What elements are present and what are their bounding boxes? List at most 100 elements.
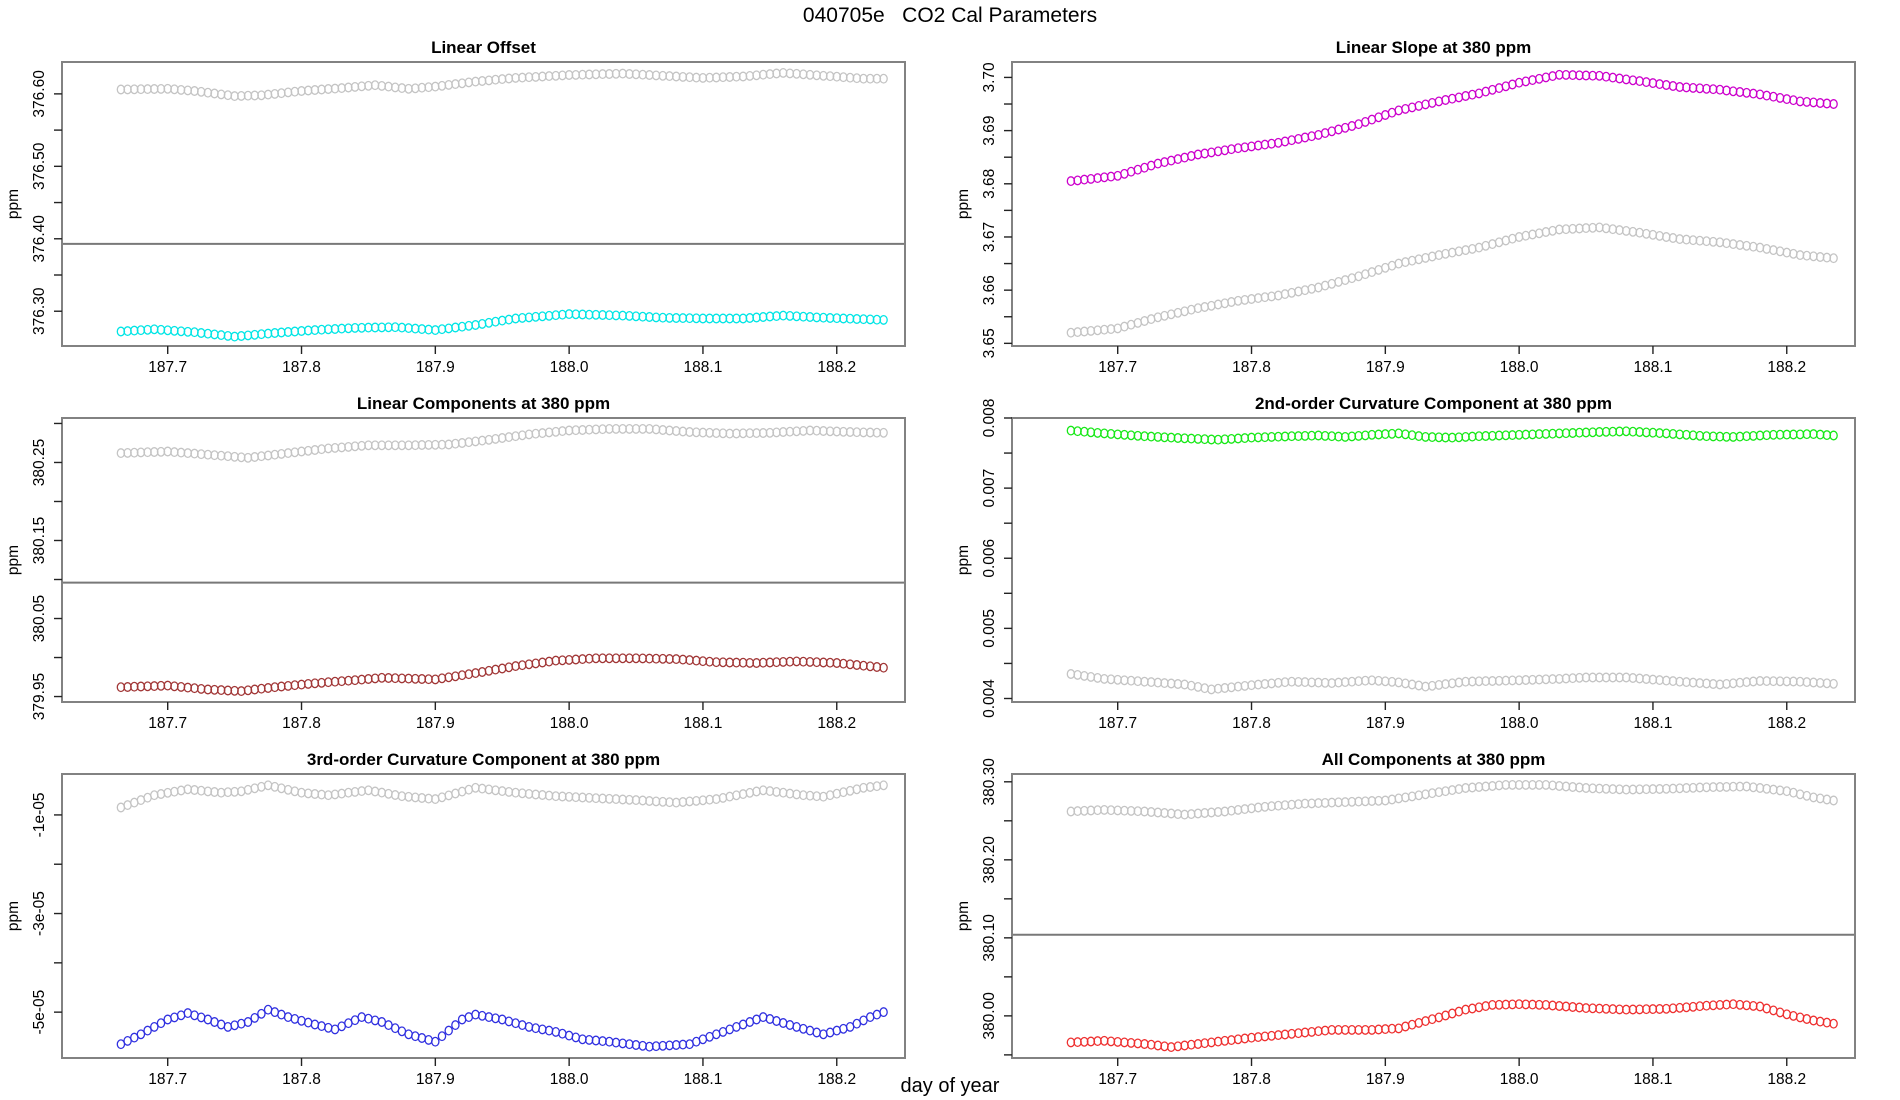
svg-text:-3e-05: -3e-05 xyxy=(31,891,48,936)
svg-text:187.7: 187.7 xyxy=(1098,359,1137,376)
svg-text:0.008: 0.008 xyxy=(981,399,998,438)
svg-text:0.006: 0.006 xyxy=(981,539,998,578)
svg-text:3.66: 3.66 xyxy=(981,275,998,305)
svg-text:187.8: 187.8 xyxy=(1232,715,1271,732)
x-axis: 187.7 187.8 187.9 188.0 188.1 188.2 xyxy=(1098,702,1806,732)
svg-text:380.10: 380.10 xyxy=(981,914,998,962)
main-title: 040705e CO2 Cal Parameters xyxy=(802,4,1098,27)
plot-border xyxy=(1011,61,1856,347)
svg-text:188.2: 188.2 xyxy=(1767,1071,1806,1088)
svg-text:3.67: 3.67 xyxy=(981,222,998,252)
svg-text:188.0: 188.0 xyxy=(550,715,589,732)
svg-text:187.9: 187.9 xyxy=(416,715,455,732)
panel-title: 3rd-order Curvature Component at 380 ppm xyxy=(307,750,660,769)
panel-grid: Linear Offset 187.7 187.8 187.9 188.0 188.1 18… xyxy=(0,32,1900,1100)
svg-text:188.0: 188.0 xyxy=(550,1071,589,1088)
svg-text:380.25: 380.25 xyxy=(31,439,48,486)
svg-text:187.9: 187.9 xyxy=(1366,715,1405,732)
plot-border xyxy=(61,773,906,1059)
x-axis: 187.7 187.8 187.9 188.0 188.1 188.2 xyxy=(1098,346,1806,376)
svg-text:380.05: 380.05 xyxy=(31,595,48,642)
svg-text:187.8: 187.8 xyxy=(282,359,321,376)
panel-title: 2nd-order Curvature Component at 380 ppm xyxy=(1255,394,1612,413)
x-axis: 187.7 187.8 187.9 188.0 188.1 188.2 xyxy=(1098,1058,1806,1088)
svg-text:376.50: 376.50 xyxy=(31,142,48,190)
y-axis-label: ppm xyxy=(5,901,22,931)
panel-title: Linear Slope at 380 ppm xyxy=(1336,38,1532,57)
svg-text:187.7: 187.7 xyxy=(148,359,187,376)
svg-text:187.8: 187.8 xyxy=(1232,1071,1271,1088)
svg-text:188.2: 188.2 xyxy=(817,715,856,732)
svg-text:187.9: 187.9 xyxy=(416,359,455,376)
svg-text:188.1: 188.1 xyxy=(684,1071,723,1088)
panel-all-components: All Components at 380 ppm 187.7 187.8 187.9… xyxy=(950,744,1900,1100)
svg-text:187.9: 187.9 xyxy=(1366,1071,1405,1088)
x-axis: 187.7 187.8 187.9 188.0 188.1 188.2 xyxy=(148,702,856,732)
series-gray xyxy=(116,423,888,463)
svg-text:188.0: 188.0 xyxy=(550,359,589,376)
svg-text:187.7: 187.7 xyxy=(148,1071,187,1088)
svg-text:3.69: 3.69 xyxy=(981,116,998,146)
series-gray xyxy=(116,780,888,813)
panel-second-order-curvature: 2nd-order Curvature Component at 380 ppm… xyxy=(950,388,1900,744)
x-axis-title: day of year xyxy=(900,1075,1000,1097)
svg-text:376.40: 376.40 xyxy=(31,215,48,263)
svg-text:379.95: 379.95 xyxy=(31,673,48,720)
svg-text:188.0: 188.0 xyxy=(1500,359,1539,376)
svg-text:188.0: 188.0 xyxy=(1500,1071,1539,1088)
svg-text:380.15: 380.15 xyxy=(31,517,48,564)
series-magenta xyxy=(1066,69,1838,187)
plot-border xyxy=(1011,773,1856,1059)
svg-text:3.70: 3.70 xyxy=(981,62,998,93)
svg-text:188.2: 188.2 xyxy=(1767,359,1806,376)
svg-text:188.1: 188.1 xyxy=(684,715,723,732)
x-axis: 187.7 187.8 187.9 188.0 188.1 188.2 xyxy=(148,1058,856,1088)
panel-title: All Components at 380 ppm xyxy=(1322,750,1546,769)
panel-linear-components: Linear Components at 380 ppm 187.7 187.8 18… xyxy=(0,388,950,744)
plot-border xyxy=(61,61,906,347)
panel-title: Linear Components at 380 ppm xyxy=(357,394,610,413)
x-axis: 187.7 187.8 187.9 188.0 188.1 188.2 xyxy=(148,346,856,376)
y-axis-label: ppm xyxy=(5,545,22,575)
svg-text:187.7: 187.7 xyxy=(1098,1071,1137,1088)
series-green xyxy=(1066,425,1838,445)
svg-text:0.007: 0.007 xyxy=(981,469,998,508)
svg-text:187.8: 187.8 xyxy=(282,715,321,732)
svg-text:3.68: 3.68 xyxy=(981,169,998,199)
panel-third-order-curvature: 3rd-order Curvature Component at 380 ppm… xyxy=(0,744,950,1100)
y-axis: -5e-05 -3e-05 -1e-05 xyxy=(31,793,62,1035)
svg-text:187.8: 187.8 xyxy=(282,1071,321,1088)
svg-text:188.1: 188.1 xyxy=(1634,715,1673,732)
svg-text:188.0: 188.0 xyxy=(1500,715,1539,732)
series-cyan xyxy=(116,309,888,342)
panel-linear-offset: Linear Offset 187.7 187.8 187.9 188.0 188.1 18… xyxy=(0,32,950,388)
series-red xyxy=(1066,999,1838,1053)
series-gray xyxy=(1066,669,1838,695)
svg-text:187.9: 187.9 xyxy=(416,1071,455,1088)
series-gray xyxy=(116,67,888,102)
y-axis-label: ppm xyxy=(5,189,22,219)
panel-linear-slope: Linear Slope at 380 ppm 187.7 187.8 187.9 18… xyxy=(950,32,1900,388)
svg-text:188.1: 188.1 xyxy=(1634,359,1673,376)
svg-text:187.7: 187.7 xyxy=(148,715,187,732)
svg-text:187.9: 187.9 xyxy=(1366,359,1405,376)
y-axis-label: ppm xyxy=(955,545,972,575)
plot-border xyxy=(61,417,906,703)
series-gray xyxy=(1066,222,1838,338)
svg-text:376.60: 376.60 xyxy=(31,70,48,118)
svg-text:376.30: 376.30 xyxy=(31,287,48,335)
y-axis: 376.30 376.40 376.50 376.60 xyxy=(31,70,62,335)
svg-text:188.2: 188.2 xyxy=(1767,715,1806,732)
svg-text:188.2: 188.2 xyxy=(817,1071,856,1088)
svg-text:0.005: 0.005 xyxy=(981,609,998,648)
y-axis: 3.65 3.66 3.67 3.68 3.69 3.70 xyxy=(981,62,1012,358)
svg-text:3.65: 3.65 xyxy=(981,328,998,358)
y-axis: 0.004 0.005 0.006 0.007 0.008 xyxy=(981,399,1012,718)
svg-text:187.7: 187.7 xyxy=(1098,715,1137,732)
series-blue xyxy=(116,1004,888,1052)
svg-text:-1e-05: -1e-05 xyxy=(31,793,48,838)
svg-text:-5e-05: -5e-05 xyxy=(31,990,48,1035)
plot-border xyxy=(1011,417,1856,703)
series-gray xyxy=(1066,779,1838,820)
